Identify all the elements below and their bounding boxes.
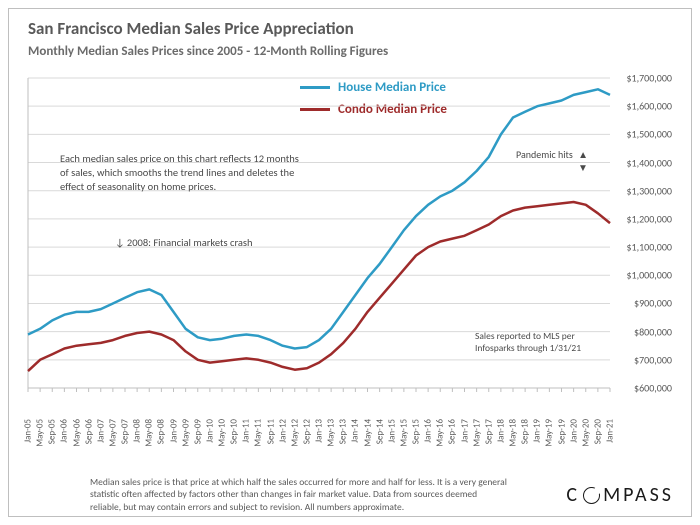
compass-o-icon — [583, 487, 600, 504]
x-tick-label: Jan-15 — [386, 419, 397, 443]
x-tick-label: Sep-16 — [447, 419, 458, 444]
x-tick-label: Jan-10 — [204, 419, 215, 443]
chart-subtitle: Monthly Median Sales Prices since 2005 -… — [28, 44, 388, 59]
y-tick-label: $1,500,000 — [626, 128, 672, 141]
x-tick-label: Sep-06 — [83, 419, 94, 444]
down-triangle-icon: ▼ — [578, 161, 588, 174]
x-tick-label: Jan-17 — [459, 419, 470, 443]
x-tick-label: Jan-11 — [241, 419, 252, 443]
x-tick-label: Jan-20 — [568, 419, 579, 443]
x-tick-label: Jan-12 — [277, 419, 288, 443]
x-tick-label: May-11 — [253, 419, 264, 447]
x-tick-label: Sep-17 — [483, 419, 494, 444]
x-tick-label: Sep-15 — [411, 419, 422, 444]
x-tick-label: Jan-14 — [350, 419, 361, 443]
x-tick-label: Sep-20 — [592, 419, 603, 444]
x-tick-label: Jan-13 — [314, 419, 325, 443]
y-tick-label: $600,000 — [634, 382, 672, 395]
x-tick-label: Sep-05 — [47, 419, 58, 444]
x-tick-label: Sep-14 — [374, 419, 385, 444]
down-arrow-icon: ↓ — [115, 236, 125, 249]
footer-text: Median sales price is that price at whic… — [90, 476, 510, 513]
x-tick-label: Jan-05 — [23, 419, 34, 443]
x-tick-label: Jan-09 — [168, 419, 179, 443]
x-tick-label: Jan-16 — [423, 419, 434, 443]
x-tick-label: May-16 — [435, 419, 446, 447]
y-tick-label: $1,100,000 — [626, 241, 672, 254]
x-tick-label: May-18 — [508, 419, 519, 447]
x-tick-label: May-09 — [180, 419, 191, 447]
x-tick-label: May-08 — [144, 419, 155, 447]
x-tick-label: Sep-08 — [156, 419, 167, 444]
x-tick-label: May-12 — [289, 419, 300, 447]
x-tick-label: May-07 — [107, 419, 118, 447]
y-tick-label: $1,400,000 — [626, 156, 672, 169]
x-tick-label: Sep-09 — [192, 419, 203, 444]
x-tick-label: Sep-19 — [556, 419, 567, 444]
x-tick-label: May-17 — [471, 419, 482, 447]
x-tick-label: May-15 — [398, 419, 409, 447]
compass-logo: CMPASS — [566, 483, 674, 507]
x-tick-label: Sep-11 — [265, 419, 276, 444]
y-tick-label: $1,200,000 — [626, 212, 672, 225]
x-tick-label: May-05 — [35, 419, 46, 447]
x-tick-label: Jan-07 — [95, 419, 106, 443]
chart-title: San Francisco Median Sales Price Appreci… — [28, 18, 354, 39]
y-tick-label: $800,000 — [634, 325, 672, 338]
x-tick-label: Sep-13 — [338, 419, 349, 444]
x-tick-label: Jan-21 — [605, 419, 616, 443]
y-tick-label: $1,000,000 — [626, 269, 672, 282]
up-triangle-icon: ▲ — [578, 148, 588, 161]
x-tick-label: Jan-08 — [132, 419, 143, 443]
x-tick-label: Jan-18 — [495, 419, 506, 443]
x-tick-label: Sep-10 — [229, 419, 240, 444]
x-tick-label: Jan-06 — [59, 419, 70, 443]
x-tick-label: Sep-12 — [301, 419, 312, 444]
y-tick-label: $1,300,000 — [626, 184, 672, 197]
y-tick-label: $700,000 — [634, 353, 672, 366]
x-tick-label: May-14 — [362, 419, 373, 447]
x-tick-label: Sep-18 — [520, 419, 531, 444]
x-tick-label: May-20 — [580, 419, 591, 447]
annotation-crash: ↓ 2008: Financial markets crash — [115, 236, 253, 249]
x-tick-label: May-19 — [544, 419, 555, 447]
y-tick-label: $900,000 — [634, 297, 672, 310]
x-tick-label: May-10 — [217, 419, 228, 447]
x-tick-label: Jan-19 — [532, 419, 543, 443]
annotation-mls: Sales reported to MLS per Infosparks thr… — [475, 330, 605, 355]
y-tick-label: $1,600,000 — [626, 100, 672, 113]
x-tick-label: Sep-07 — [120, 419, 131, 444]
y-tick-label: $1,700,000 — [626, 72, 672, 85]
x-tick-label: May-06 — [71, 419, 82, 447]
annotation-explain: Each median sales price on this chart re… — [60, 152, 305, 195]
annotation-pandemic: Pandemic hits ▲ ▼ — [516, 148, 588, 174]
x-tick-label: May-13 — [326, 419, 337, 447]
